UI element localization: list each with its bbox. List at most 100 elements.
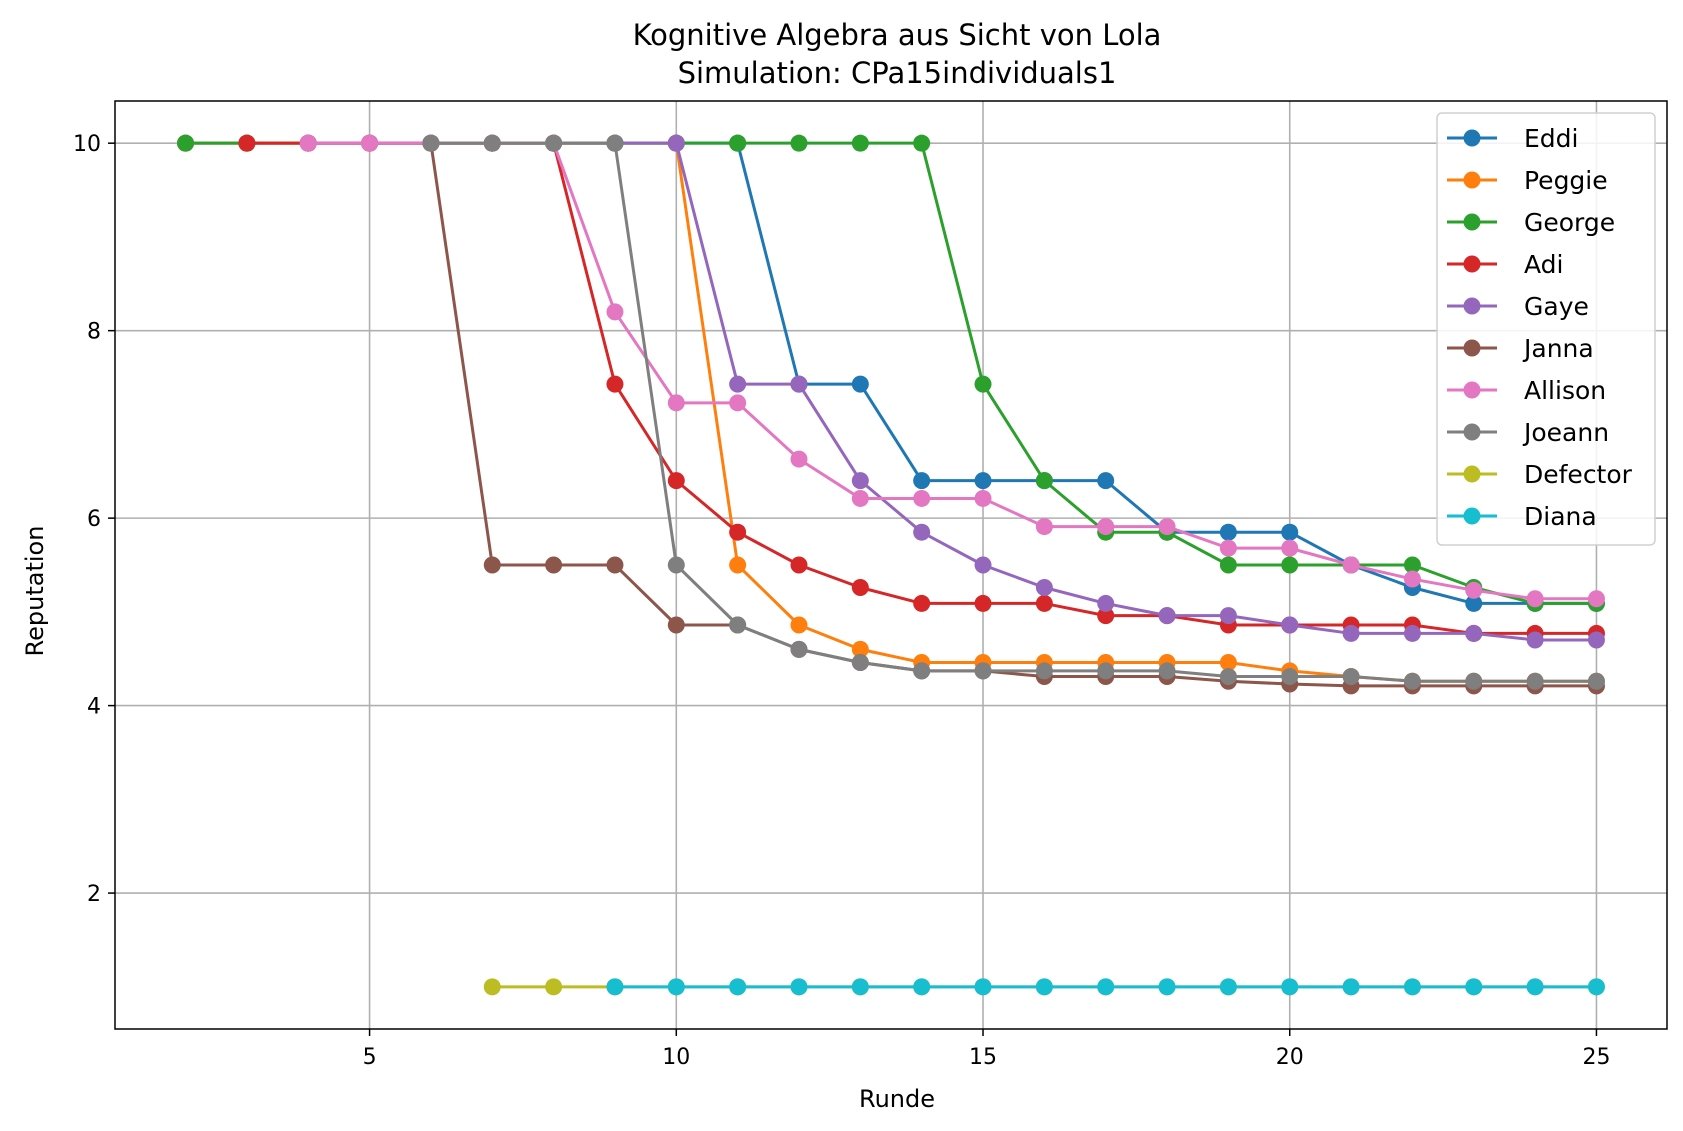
data-point-adi (238, 134, 256, 152)
data-point-eddi (1097, 472, 1115, 490)
data-point-george (729, 134, 747, 152)
data-point-gaye (1587, 631, 1605, 649)
data-point-janna (606, 556, 624, 574)
data-point-eddi (974, 472, 992, 490)
data-point-diana (606, 978, 624, 996)
data-point-janna (545, 556, 563, 574)
data-point-allison (606, 303, 624, 321)
legend-marker-allison (1463, 381, 1481, 399)
data-point-defector (483, 978, 501, 996)
y-tick-label: 8 (87, 320, 101, 345)
data-point-allison (1281, 539, 1299, 557)
legend-label-joeann: Joeann (1522, 418, 1609, 447)
data-point-george (177, 134, 195, 152)
x-tick-label: 20 (1276, 1045, 1304, 1070)
y-axis-ticks: 2 4 6 8 10 (73, 132, 115, 907)
data-point-joeann (851, 653, 869, 671)
data-point-allison (361, 134, 379, 152)
data-point-diana (790, 978, 808, 996)
data-point-allison (1587, 590, 1605, 608)
data-point-adi (729, 523, 747, 541)
data-point-joeann (790, 640, 808, 658)
data-point-janna (483, 556, 501, 574)
data-point-gaye (1158, 607, 1176, 625)
data-point-joeann (1158, 662, 1176, 680)
data-point-diana (729, 978, 747, 996)
data-point-gaye (667, 134, 685, 152)
data-point-allison (1219, 539, 1237, 557)
legend-marker-defector (1463, 465, 1481, 483)
data-point-diana (1097, 978, 1115, 996)
data-point-diana (913, 978, 931, 996)
data-point-george (913, 134, 931, 152)
data-point-diana (1342, 978, 1360, 996)
data-point-adi (606, 375, 624, 393)
data-point-allison (913, 489, 931, 507)
data-point-gaye (1342, 624, 1360, 642)
data-point-joeann (1097, 662, 1115, 680)
data-point-allison (1465, 581, 1483, 599)
data-point-peggie (1219, 653, 1237, 671)
data-point-adi (913, 594, 931, 612)
plot-frame (114, 100, 1668, 1030)
series-diana (606, 978, 1605, 996)
data-point-gaye (790, 375, 808, 393)
data-point-diana (1587, 978, 1605, 996)
legend-label-adi: Adi (1524, 250, 1563, 279)
data-point-gaye (974, 556, 992, 574)
data-point-peggie (729, 556, 747, 574)
data-point-eddi (1281, 523, 1299, 541)
data-point-joeann (1526, 672, 1544, 690)
y-tick-label: 4 (87, 695, 101, 720)
series-joeann (422, 134, 1605, 690)
data-point-gaye (1465, 624, 1483, 642)
data-point-joeann (729, 616, 747, 634)
data-point-joeann (913, 662, 931, 680)
legend-marker-adi (1463, 255, 1481, 273)
data-point-george (851, 134, 869, 152)
data-point-gaye (1403, 624, 1421, 642)
data-point-allison (299, 134, 317, 152)
x-axis-ticks: 5 10 15 20 25 (363, 1029, 1610, 1070)
data-point-george (1403, 556, 1421, 574)
x-tick-label: 10 (662, 1045, 690, 1070)
data-point-allison (729, 394, 747, 412)
data-point-joeann (1403, 672, 1421, 690)
data-point-diana (1158, 978, 1176, 996)
x-tick-label: 15 (969, 1045, 997, 1070)
y-tick-label: 2 (87, 882, 101, 907)
data-point-allison (1342, 556, 1360, 574)
data-point-defector (545, 978, 563, 996)
data-point-gaye (1097, 594, 1115, 612)
data-point-diana (1403, 978, 1421, 996)
data-point-allison (1035, 518, 1053, 536)
data-point-joeann (422, 134, 440, 152)
data-point-joeann (1281, 668, 1299, 686)
chart-title: Kognitive Algebra aus Sicht von Lola (633, 18, 1162, 52)
series-line-joeann (430, 141, 1597, 683)
x-tick-label: 25 (1582, 1045, 1610, 1070)
data-point-allison (1403, 570, 1421, 588)
data-point-diana (974, 978, 992, 996)
legend-label-allison: Allison (1524, 376, 1606, 405)
data-point-joeann (1342, 668, 1360, 686)
data-point-eddi (1465, 594, 1483, 612)
data-point-joeann (1035, 662, 1053, 680)
data-point-joeann (1587, 672, 1605, 690)
data-point-adi (1097, 607, 1115, 625)
x-axis-label: Runde (859, 1085, 935, 1113)
data-point-gaye (1219, 607, 1237, 625)
legend-marker-george (1463, 213, 1481, 231)
legend-label-peggie: Peggie (1524, 166, 1608, 195)
data-point-diana (1465, 978, 1483, 996)
data-point-allison (974, 489, 992, 507)
legend-marker-janna (1463, 339, 1481, 357)
legend-label-george: George (1524, 208, 1615, 237)
data-point-peggie (790, 616, 808, 634)
data-point-george (1035, 472, 1053, 490)
data-point-diana (1281, 978, 1299, 996)
data-point-adi (667, 472, 685, 490)
data-point-allison (790, 450, 808, 468)
